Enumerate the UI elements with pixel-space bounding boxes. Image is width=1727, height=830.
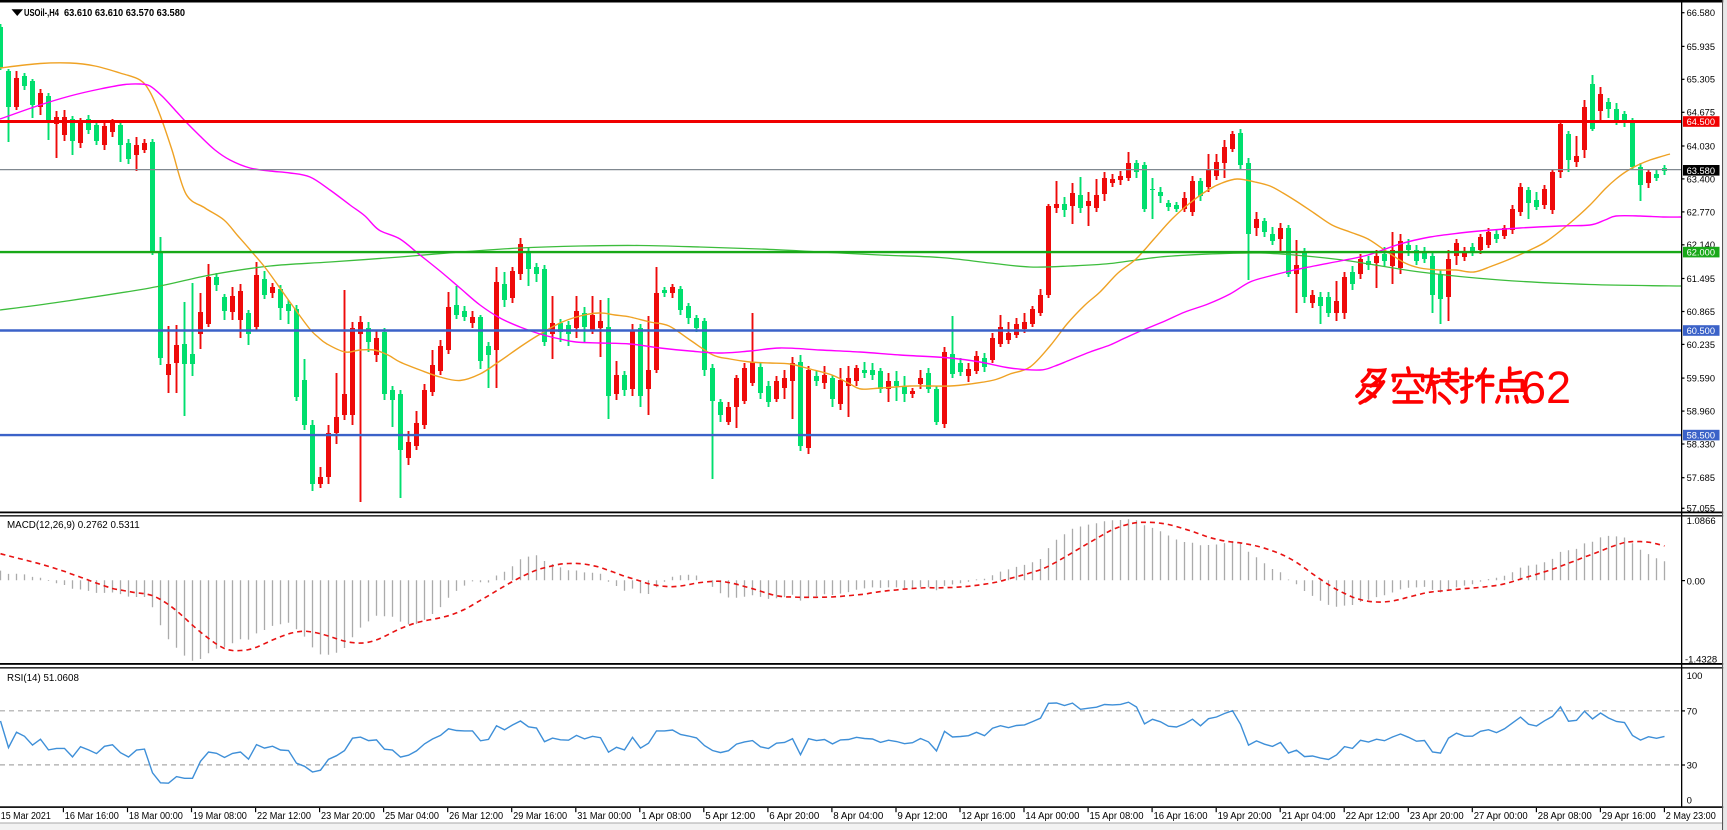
svg-text:14 Apr 00:00: 14 Apr 00:00 xyxy=(1025,811,1079,822)
svg-text:65.935: 65.935 xyxy=(1687,42,1715,53)
svg-text:100: 100 xyxy=(1687,671,1703,682)
svg-text:66.580: 66.580 xyxy=(1687,8,1715,19)
svg-text:6 Apr 20:00: 6 Apr 20:00 xyxy=(769,811,819,822)
svg-text:23 Apr 20:00: 23 Apr 20:00 xyxy=(1410,811,1464,822)
svg-text:63.610 63.610 63.570 63.580: 63.610 63.610 63.570 63.580 xyxy=(64,8,186,19)
svg-text:22 Apr 12:00: 22 Apr 12:00 xyxy=(1346,811,1400,822)
svg-text:70: 70 xyxy=(1687,707,1698,718)
svg-text:19 Mar 08:00: 19 Mar 08:00 xyxy=(193,811,247,822)
svg-text:RSI(14) 51.0608: RSI(14) 51.0608 xyxy=(7,673,79,684)
svg-text:62.000: 62.000 xyxy=(1687,248,1715,259)
svg-text:25 Mar 04:00: 25 Mar 04:00 xyxy=(385,811,439,822)
svg-text:0: 0 xyxy=(1687,796,1692,807)
svg-text:65.305: 65.305 xyxy=(1687,75,1715,86)
svg-text:21 Apr 04:00: 21 Apr 04:00 xyxy=(1282,811,1336,822)
svg-text:57.685: 57.685 xyxy=(1687,473,1715,484)
svg-text:64.030: 64.030 xyxy=(1687,141,1715,152)
svg-text:57.055: 57.055 xyxy=(1687,504,1715,515)
svg-text:22 Mar 12:00: 22 Mar 12:00 xyxy=(257,811,311,822)
svg-text:64.500: 64.500 xyxy=(1687,117,1715,128)
svg-text:29 Apr 16:00: 29 Apr 16:00 xyxy=(1602,811,1656,822)
svg-text:64.675: 64.675 xyxy=(1687,108,1715,119)
svg-text:29 Mar 16:00: 29 Mar 16:00 xyxy=(513,811,567,822)
svg-text:16 Mar 16:00: 16 Mar 16:00 xyxy=(65,811,119,822)
svg-text:26 Mar 12:00: 26 Mar 12:00 xyxy=(449,811,503,822)
svg-text:62: 62 xyxy=(1521,362,1571,413)
svg-text:12 Apr 16:00: 12 Apr 16:00 xyxy=(961,811,1015,822)
svg-text:16 Apr 16:00: 16 Apr 16:00 xyxy=(1154,811,1208,822)
svg-text:62.770: 62.770 xyxy=(1687,207,1715,218)
svg-text:63.580: 63.580 xyxy=(1687,166,1715,177)
svg-text:61.495: 61.495 xyxy=(1687,274,1715,285)
svg-text:30: 30 xyxy=(1687,761,1698,772)
svg-text:31 Mar 00:00: 31 Mar 00:00 xyxy=(577,811,631,822)
svg-text:19 Apr 20:00: 19 Apr 20:00 xyxy=(1218,811,1272,822)
svg-text:USOil-,H4: USOil-,H4 xyxy=(24,8,59,19)
svg-text:-1.4328: -1.4328 xyxy=(1685,655,1717,666)
svg-text:60.865: 60.865 xyxy=(1687,307,1715,318)
svg-text:58.500: 58.500 xyxy=(1687,431,1715,442)
svg-text:8 Apr 04:00: 8 Apr 04:00 xyxy=(833,811,883,822)
svg-text:28 Apr 08:00: 28 Apr 08:00 xyxy=(1538,811,1592,822)
svg-text:27 Apr 00:00: 27 Apr 00:00 xyxy=(1474,811,1528,822)
svg-text:0.00: 0.00 xyxy=(1687,577,1706,588)
svg-text:1 Apr 08:00: 1 Apr 08:00 xyxy=(641,811,691,822)
svg-text:MACD(12,26,9) 0.2762 0.5311: MACD(12,26,9) 0.2762 0.5311 xyxy=(7,520,140,531)
svg-text:5 Apr 12:00: 5 Apr 12:00 xyxy=(705,811,755,822)
svg-text:60.235: 60.235 xyxy=(1687,340,1715,351)
svg-text:60.500: 60.500 xyxy=(1687,326,1715,337)
svg-text:1.0866: 1.0866 xyxy=(1687,516,1716,527)
svg-text:23 Mar 20:00: 23 Mar 20:00 xyxy=(321,811,375,822)
svg-text:59.590: 59.590 xyxy=(1687,374,1715,385)
svg-text:63.400: 63.400 xyxy=(1687,174,1715,185)
svg-text:2 May 23:00: 2 May 23:00 xyxy=(1666,811,1716,822)
svg-text:15 Mar 2021: 15 Mar 2021 xyxy=(1,811,51,822)
svg-text:9 Apr 12:00: 9 Apr 12:00 xyxy=(897,811,947,822)
svg-text:18 Mar 00:00: 18 Mar 00:00 xyxy=(129,811,183,822)
svg-text:58.960: 58.960 xyxy=(1687,407,1715,418)
svg-text:15 Apr 08:00: 15 Apr 08:00 xyxy=(1090,811,1144,822)
svg-text:58.330: 58.330 xyxy=(1687,439,1715,450)
svg-text:62.140: 62.140 xyxy=(1687,240,1715,251)
